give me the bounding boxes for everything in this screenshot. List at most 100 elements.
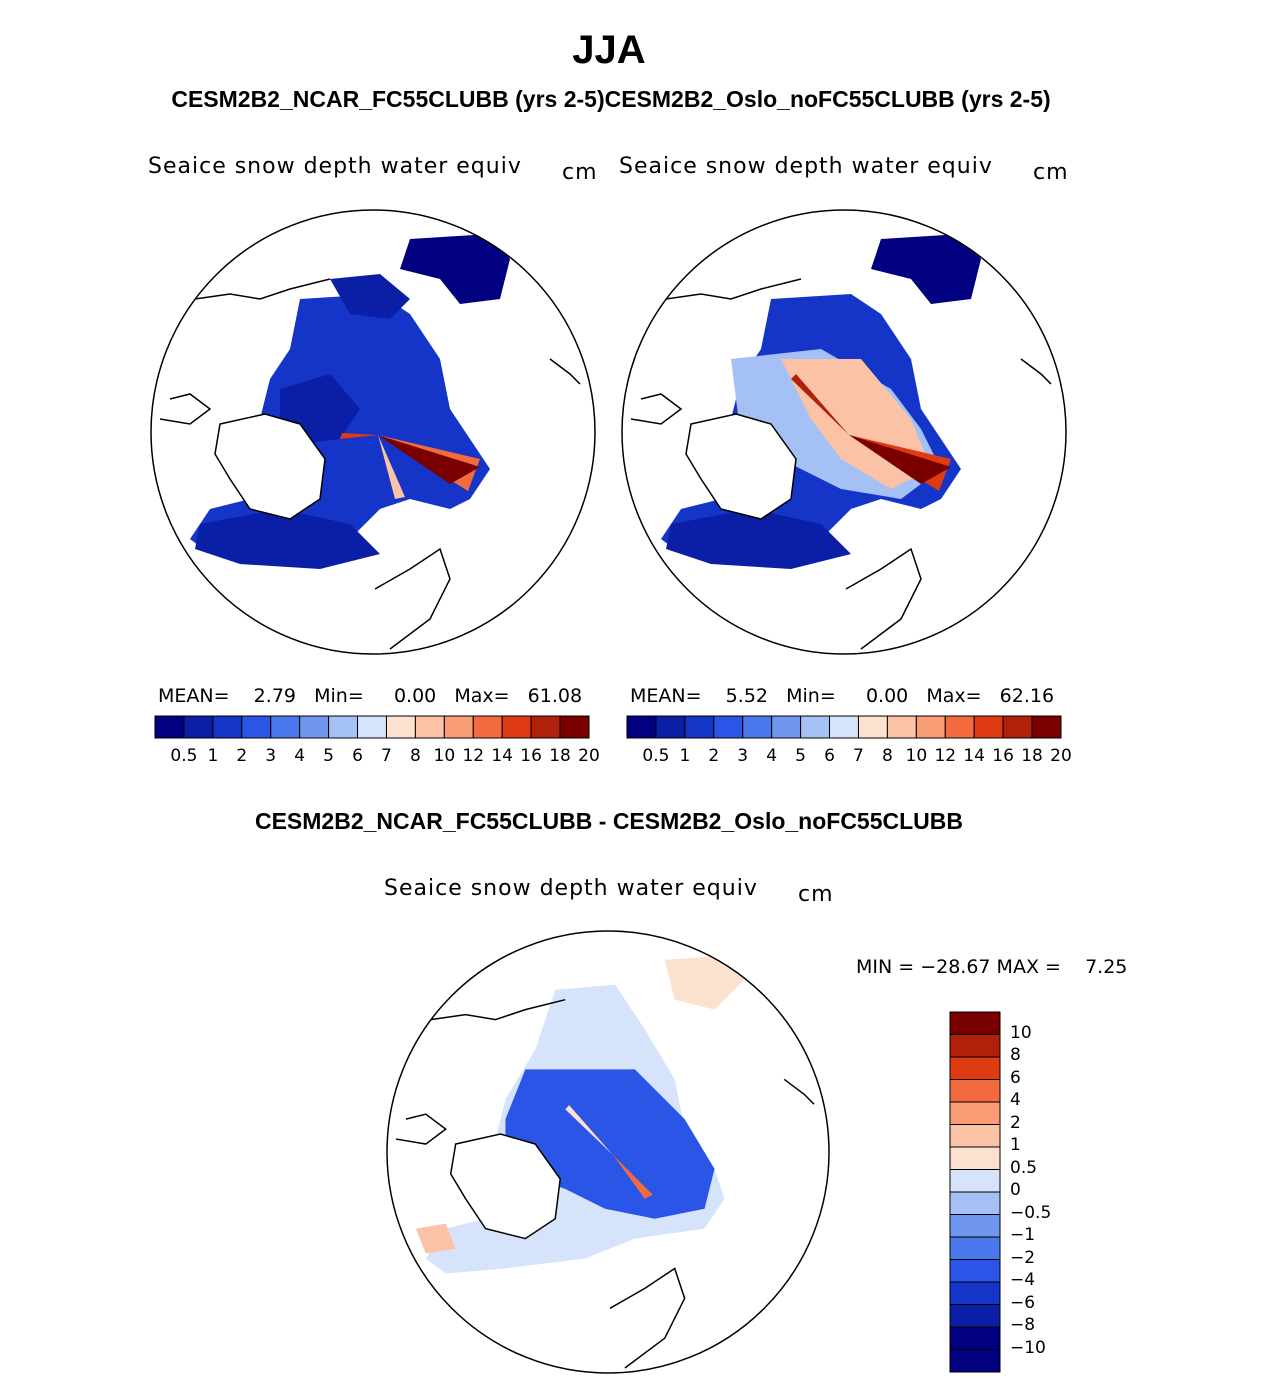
panel2-colorbar-swatch [1002,715,1033,739]
panel2-colorbar-swatch [944,715,975,739]
panel1-colorbar-swatch [385,715,416,739]
panel2-colorbar-ticks: 0.5 1 2 3 4 5 6 7 8 10 12 14 16 18 20 [627,746,1071,768]
panel1-colorbar-swatch [212,715,243,739]
panel3-colorbar-tick-label: 10 [1010,1022,1032,1043]
panel2-colorbar-swatch [626,715,657,739]
panel3-variable-label: Seaice snow depth water equiv [384,876,758,901]
panel3-colorbar-ticks: 10 8 6 4 2 1 0.5 0 −0.5 −1 −2 −4 −6 −8 −10 [1010,1012,1090,1372]
panel1-colorbar-swatch [443,715,474,739]
panel1-colorbar-swatch [472,715,503,739]
panel2-colorbar-tick-label: 1 [679,746,691,766]
panel1-barents-ice [400,234,510,304]
panel1-variable-label: Seaice snow depth water equiv [148,154,522,179]
panel3-colorbar-swatch [949,1034,1001,1058]
panel2-colorbar-tick-label: 2 [708,746,720,766]
panel2-colorbar [626,715,1062,739]
panel2-colorbar-swatch [684,715,715,739]
panel1-colorbar-swatch [299,715,330,739]
panel1-streak-b [340,433,378,439]
panel3-colorbar-tick-label: −0.5 [1010,1202,1052,1223]
panel1-units-label: cm [562,160,598,185]
panel3-streak-b [565,1105,613,1155]
panel2-colorbar-tick-label: 16 [992,746,1014,766]
panel1-greenland [214,413,326,520]
panel2-colorbar-swatch [713,715,744,739]
panel3-colorbar-swatch [949,1214,1001,1238]
panel3-colorbar-swatch [949,1056,1001,1080]
panel1-colorbar-tick-label: 14 [491,746,513,766]
panel1-stats: MEAN= 2.79 Min= 0.00 Max= 61.08 [158,685,583,707]
panel3-colorbar-swatch [949,1169,1001,1193]
panel2-variable-label: Seaice snow depth water equiv [619,154,993,179]
panel3-colorbar-tick-label: −6 [1010,1292,1036,1313]
panel2-colorbar-tick-label: 20 [1050,746,1072,766]
panel1-colorbar-tick-label: 3 [265,746,277,766]
panel3-colorbar-tick-label: 1 [1010,1135,1021,1155]
panel2-hudson-ice [666,509,851,569]
panel3-colorbar-swatch [949,1011,1001,1035]
panel2-colorbar-swatch [915,715,946,739]
panel3-colorbar-tick-label: −2 [1010,1247,1036,1268]
panel1-colorbar-tick-label: 10 [433,746,456,766]
panel2-greenland [685,413,797,520]
panel1-colorbar-tick-label: 5 [323,746,334,766]
panel2-colorbar-tick-label: 0.5 [642,746,670,766]
panel1-hudson-ice [195,509,380,569]
panel2-colorbar-swatch [829,715,859,739]
panel3-colorbar-swatch [949,1259,1001,1283]
panel2-colorbar-swatch [857,715,888,739]
panel3-positive-patch2 [415,1223,456,1254]
panel2-colorbar-tick-label: 4 [766,746,778,766]
panel2-colorbar-swatch [771,715,802,739]
panel1-colorbar-swatch [357,715,387,739]
panel2-continent-outline [630,278,1052,650]
panel2-colorbar-tick-label: 3 [737,746,749,766]
panel1-colorbar-tick-label: 2 [236,746,248,766]
panel2-colorbar-tick-label: 8 [881,746,893,766]
panel2-polar-map [621,209,1067,655]
panel2-colorbar-tick-label: 10 [905,746,928,766]
panel1-continent-outline [159,278,581,650]
panel3-colorbar-tick-label: −4 [1010,1270,1036,1290]
panel3-colorbar-tick-label: 0.5 [1010,1157,1038,1178]
panel3-stats: MIN = −28.67 MAX = 7.25 [856,956,1128,978]
panel3-greenland [449,1133,561,1240]
panel2-colorbar-swatch [886,715,917,739]
panel3-colorbar-swatch [949,1146,1001,1170]
panel2-colorbar-tick-label: 14 [963,746,985,766]
panel1-colorbar-swatch [183,715,214,739]
panel2-colorbar-tick-label: 6 [824,746,835,766]
panel3-colorbar-swatch [949,1281,1001,1305]
panel1-colorbar-swatch [501,715,532,739]
panel3-colorbar-tick-label: 8 [1010,1045,1021,1065]
panel3-colorbar-tick-label: −1 [1010,1225,1036,1245]
panel1-outer-ice [330,274,410,319]
top-subtitle: CESM2B2_NCAR_FC55CLUBB (yrs 2-5)CESM2B2_… [171,86,1051,112]
panel3-units-label: cm [798,882,834,907]
panel2-colorbar-tick-label: 7 [853,746,864,766]
panel1-colorbar-swatch [241,715,272,739]
panel2-barents-ice [871,234,981,304]
diff-subtitle: CESM2B2_NCAR_FC55CLUBB - CESM2B2_Oslo_no… [254,808,963,834]
panel3-colorbar-swatch [949,1124,1001,1148]
panel1-colorbar-tick-label: 0.5 [170,746,198,766]
panel2-colorbar-swatch [655,715,686,739]
panel3-positive-patch [664,954,745,1010]
panel2-colorbar-swatch [742,715,773,739]
panel2-colorbar-tick-label: 5 [795,746,806,766]
panel1-polar-map [150,209,596,655]
panel1-colorbar-swatch [414,715,445,739]
panel1-colorbar-tick-label: 7 [381,746,392,766]
panel1-colorbar-swatch [559,715,590,739]
panel1-colorbar [154,715,590,739]
panel3-colorbar-swatch [949,1236,1001,1260]
panel1-colorbar-swatch [154,715,185,739]
panel3-colorbar-tick-label: 6 [1010,1067,1021,1088]
panel3-continent-outline [395,998,815,1369]
panel1-colorbar-tick-label: 4 [294,746,306,766]
panel1-colorbar-ticks: 0.5 1 2 3 4 5 6 7 8 10 12 14 16 18 20 [155,746,599,768]
panel1-max-streak [378,435,480,484]
panel3-colorbar-tick-label: −10 [1010,1337,1046,1358]
panel1-colorbar-tick-label: 8 [409,746,421,766]
panel2-colorbar-swatch [800,715,831,739]
